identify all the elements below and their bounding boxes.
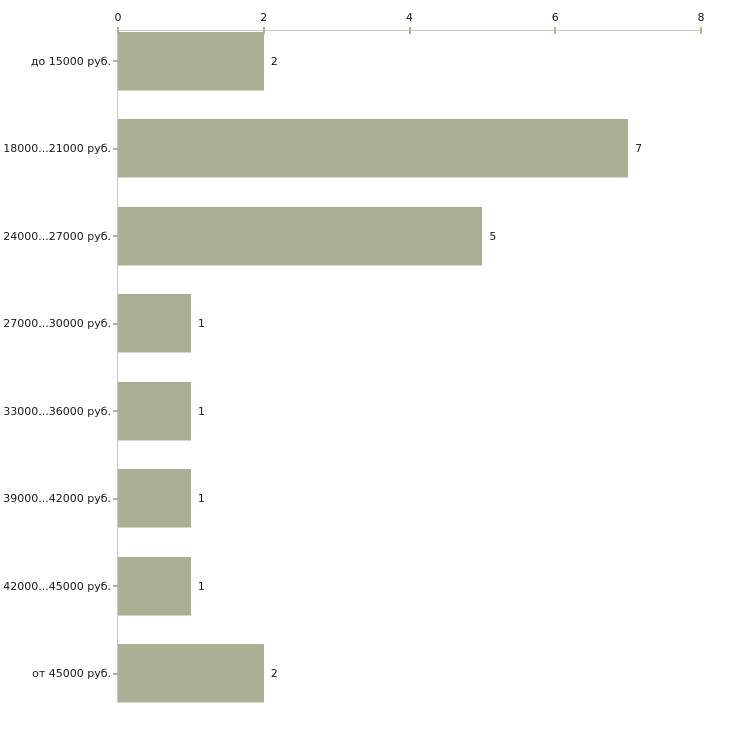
chart-row: 24000...27000 руб. 5 — [3, 206, 701, 294]
chart-row: 39000...42000 руб. 1 — [3, 469, 701, 557]
category-label: 27000...30000 руб. — [3, 317, 111, 330]
category-label: 24000...27000 руб. — [3, 229, 111, 243]
bar — [118, 469, 191, 528]
category-label-wrap: 18000...21000 руб. — [1, 119, 118, 178]
x-axis-tick-mark — [408, 27, 411, 34]
value-label: 2 — [270, 667, 278, 680]
value-label: 1 — [197, 404, 205, 418]
category-label: до 15000 руб. — [30, 54, 111, 68]
category-tick-mark — [113, 497, 118, 500]
x-axis-tick-mark — [117, 27, 119, 34]
bar — [118, 31, 264, 91]
x-axis-tick-mark — [554, 27, 557, 34]
category-label-wrap: от 45000 руб. — [1, 644, 118, 703]
x-axis-tick-label: 2 — [260, 11, 268, 24]
category-label-wrap: 33000...36000 руб. — [1, 382, 118, 441]
value-label: 1 — [197, 579, 205, 593]
chart-row: 33000...36000 руб. 1 — [3, 381, 701, 469]
value-label: 7 — [635, 142, 643, 155]
category-tick-mark — [113, 235, 118, 237]
x-axis-tick-label: 0 — [114, 11, 122, 24]
bar — [118, 644, 264, 703]
bar-rows: до 15000 руб. 2 18000...21000 руб. 7 24000..… — [3, 31, 701, 730]
category-label-wrap: до 15000 руб. — [1, 32, 118, 91]
category-tick-mark — [113, 410, 118, 412]
category-tick-mark — [113, 672, 118, 675]
bar — [118, 119, 629, 178]
x-axis-tick-label: 4 — [406, 11, 413, 24]
bar — [118, 381, 191, 441]
category-label-wrap: 39000...42000 руб. — [1, 469, 118, 528]
category-label: 33000...36000 руб. — [3, 404, 111, 418]
x-axis-tick-label: 8 — [697, 11, 705, 24]
category-label-wrap: 42000...45000 руб. — [1, 557, 118, 616]
x-axis-tick-label: 6 — [551, 11, 559, 24]
category-label-wrap: 27000...30000 руб. — [1, 294, 118, 353]
value-label: 2 — [270, 54, 278, 68]
x-axis-tick-mark — [262, 27, 265, 34]
chart-row: 27000...30000 руб. 1 — [3, 294, 701, 382]
bar — [118, 556, 191, 616]
category-label-wrap: 24000...27000 руб. — [1, 207, 118, 266]
category-label: 42000...45000 руб. — [3, 579, 111, 593]
category-tick-mark — [113, 60, 118, 62]
value-label: 5 — [489, 229, 497, 243]
value-label: 1 — [197, 492, 205, 505]
value-label: 1 — [197, 317, 205, 330]
category-label: 39000...42000 руб. — [3, 492, 111, 505]
chart-row: до 15000 руб. 2 — [31, 31, 701, 119]
category-tick-mark — [113, 147, 118, 150]
bar — [118, 294, 191, 353]
x-axis-tick-mark — [700, 27, 702, 34]
category-label: от 45000 руб. — [32, 667, 111, 680]
chart-row: 42000...45000 руб. 1 — [3, 556, 701, 644]
chart-row: от 45000 руб. 2 — [32, 644, 701, 730]
category-tick-mark — [113, 322, 118, 325]
bar — [118, 206, 483, 266]
category-label: 18000...21000 руб. — [3, 142, 111, 155]
chart-row: 18000...21000 руб. 7 — [3, 119, 701, 207]
category-tick-mark — [113, 585, 118, 587]
plot-area: 0 2 4 6 8 до 15000 руб. 2 18000...21000 руб. 7 2… — [3, 11, 705, 703]
